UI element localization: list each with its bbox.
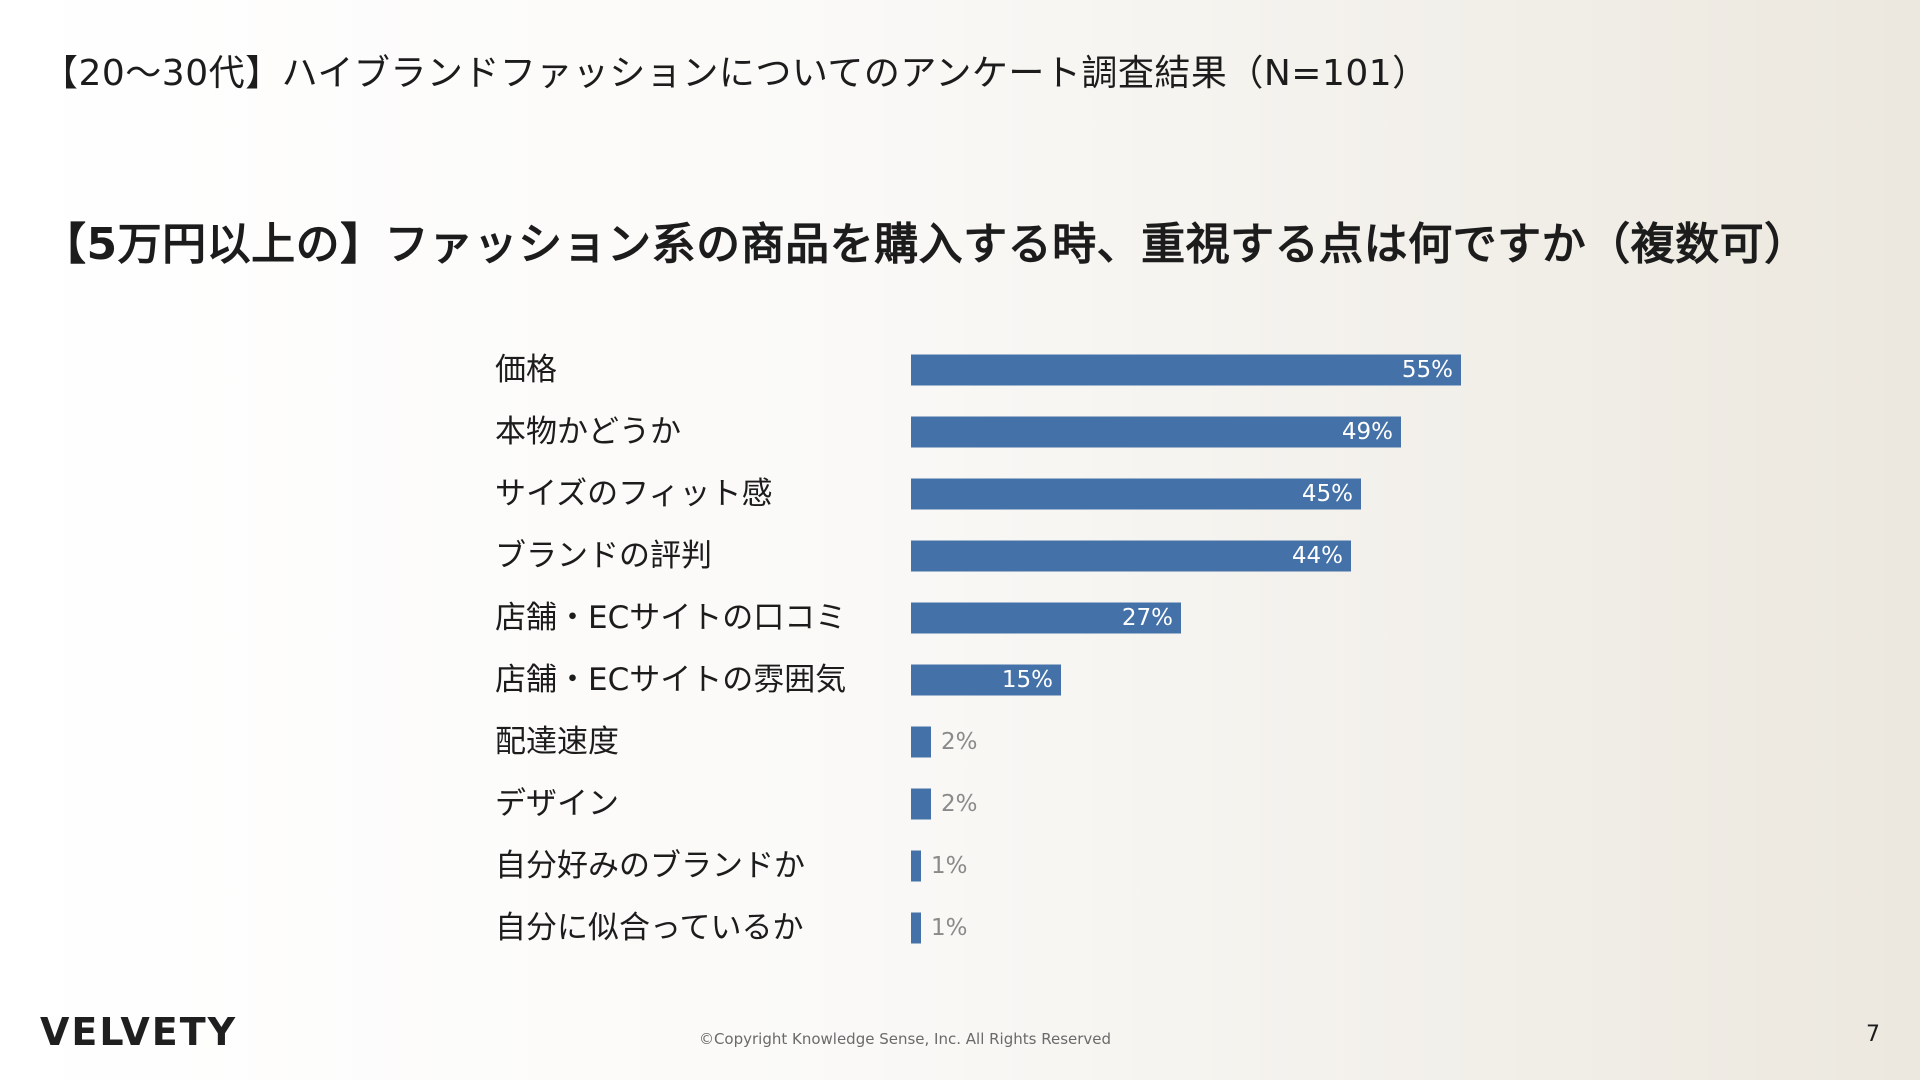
value-label: 44% — [1292, 543, 1343, 569]
value-label: 1% — [931, 853, 968, 879]
category-label: 自分好みのブランドか — [495, 848, 805, 884]
value-label: 2% — [941, 729, 978, 755]
bar — [911, 664, 1061, 696]
bar-row: ブランドの評判 44% — [495, 538, 1351, 574]
bar-row: 店舗・ECサイトの雰囲気 15% — [495, 662, 1061, 698]
category-label: 配達速度 — [495, 724, 619, 760]
brand-logo: VELVETY — [40, 1010, 238, 1054]
bar — [911, 788, 931, 820]
value-label: 45% — [1302, 481, 1353, 507]
bar — [911, 912, 921, 944]
category-label: 店舗・ECサイトの雰囲気 — [495, 662, 846, 698]
category-label: 価格 — [495, 352, 557, 388]
value-label: 1% — [931, 915, 968, 941]
bar — [911, 354, 1461, 386]
page-number: 7 — [1866, 1022, 1880, 1047]
bar-row: 自分好みのブランドか 1% — [495, 848, 968, 884]
value-label: 49% — [1342, 419, 1393, 445]
bar — [911, 416, 1401, 448]
category-label: 店舗・ECサイトの口コミ — [495, 600, 846, 636]
category-label: ブランドの評判 — [495, 538, 712, 574]
bar — [911, 850, 921, 882]
bar-row: 本物かどうか 49% — [495, 414, 1401, 450]
value-label: 27% — [1122, 605, 1173, 631]
category-label: 自分に似合っているか — [495, 910, 803, 946]
copyright-notice: ©Copyright Knowledge Sense, Inc. All Rig… — [698, 1030, 1112, 1048]
category-label: サイズのフィット感 — [495, 476, 772, 512]
category-label: デザイン — [495, 786, 619, 822]
value-label: 55% — [1402, 357, 1453, 383]
bar-row: 自分に似合っているか 1% — [495, 910, 968, 946]
slide-title: 【20〜30代】ハイブランドファッションについてのアンケート調査結果（N=101… — [42, 53, 1429, 94]
bar-row: サイズのフィット感 45% — [495, 476, 1361, 512]
bar-row: デザイン 2% — [495, 786, 978, 822]
bar-row: 配達速度 2% — [495, 724, 978, 760]
value-label: 2% — [941, 791, 978, 817]
question-heading: 【5万円以上の】ファッション系の商品を購入する時、重視する点は何ですか（複数可） — [42, 219, 1809, 270]
bar — [911, 602, 1181, 634]
bar-row: 店舗・ECサイトの口コミ 27% — [495, 600, 1181, 636]
category-label: 本物かどうか — [495, 414, 681, 450]
bar — [911, 478, 1361, 510]
value-label: 15% — [1002, 667, 1053, 693]
bar — [911, 540, 1351, 572]
bar-row: 価格 55% — [495, 352, 1461, 388]
bar — [911, 726, 931, 758]
